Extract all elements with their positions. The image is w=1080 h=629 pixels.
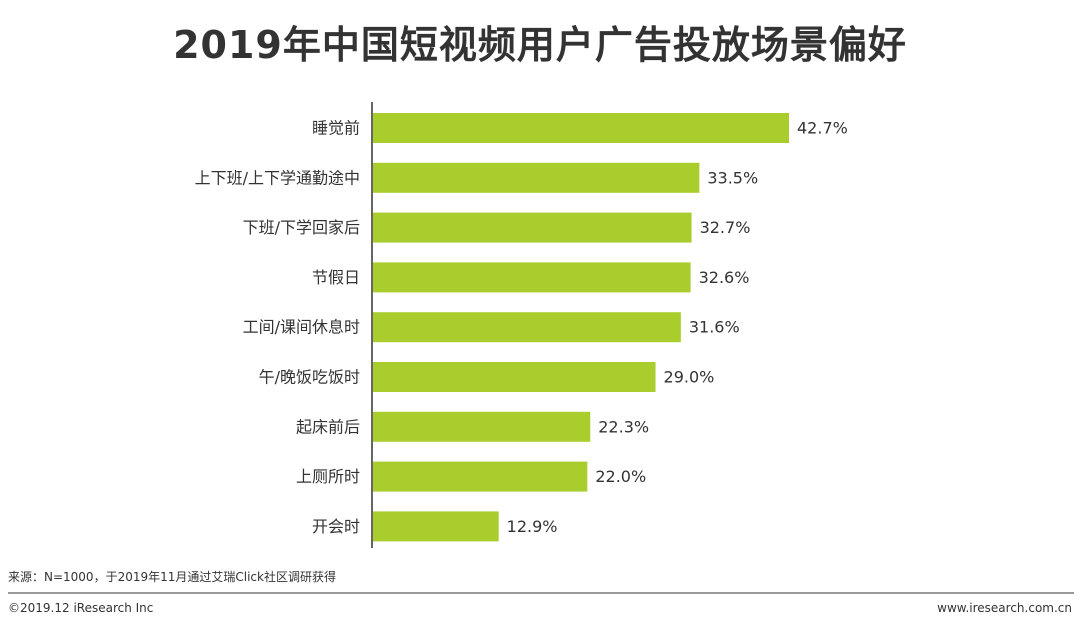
value-label: 42.7% <box>797 119 848 138</box>
value-label: 32.7% <box>700 218 751 237</box>
bar <box>373 511 499 542</box>
category-label: 上厕所时 <box>296 467 360 486</box>
bar <box>373 212 692 243</box>
category-label: 上下班/上下学通勤途中 <box>195 168 360 187</box>
value-label: 32.6% <box>699 268 750 287</box>
bar <box>373 362 656 392</box>
chart-title: 2019年中国短视频用户广告投放场景偏好 <box>173 23 907 67</box>
category-label: 下班/下学回家后 <box>243 218 360 237</box>
bar <box>373 113 789 143</box>
website-link[interactable]: www.iresearch.com.cn <box>937 601 1072 615</box>
footer-divider <box>8 592 1074 594</box>
copyright-text: ©2019.12 iResearch Inc <box>8 601 154 615</box>
category-label: 起床前后 <box>296 417 360 436</box>
value-label: 22.3% <box>598 417 649 436</box>
bar <box>373 461 588 492</box>
value-label: 31.6% <box>689 318 740 337</box>
value-label: 22.0% <box>595 467 646 486</box>
value-label: 12.9% <box>507 517 558 536</box>
value-label: 29.0% <box>664 368 715 387</box>
value-label: 33.5% <box>707 168 758 187</box>
category-label: 睡觉前 <box>312 119 360 138</box>
bar <box>373 312 681 343</box>
bar <box>373 262 691 293</box>
bar <box>373 162 700 193</box>
category-label: 开会时 <box>312 517 360 536</box>
bar <box>373 411 591 442</box>
source-note: 来源：N=1000，于2019年11月通过艾瑞Click社区调研获得 <box>8 570 336 584</box>
category-label: 午/晚饭吃饭时 <box>259 368 360 387</box>
category-label: 节假日 <box>312 268 360 287</box>
category-label: 工间/课间休息时 <box>243 318 360 337</box>
